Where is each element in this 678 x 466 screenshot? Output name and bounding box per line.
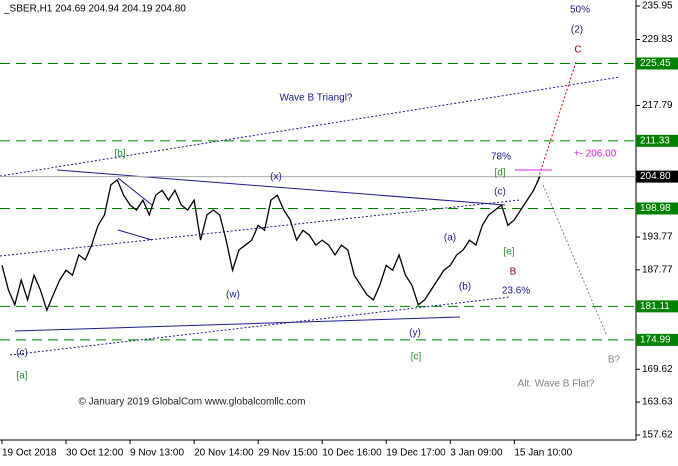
- annotation: C: [574, 45, 581, 56]
- y-tick-label: 229.83: [642, 34, 673, 45]
- x-tick-label: 30 Oct 12:00: [66, 448, 124, 459]
- annotation: Alt. Wave B Flat?: [518, 379, 595, 390]
- x-tick-label: 15 Jan 10:00: [514, 448, 572, 459]
- x-tick-label: 29 Nov 15:00: [258, 448, 318, 459]
- annotation: 50%: [570, 5, 590, 16]
- annotation: [b]: [114, 149, 125, 160]
- channel-line: [0, 199, 521, 257]
- annotation: +- 206.00: [574, 149, 617, 160]
- annotation: (c): [494, 187, 506, 198]
- level-label: 181.11: [640, 301, 670, 312]
- annotation: 23.6%: [502, 286, 530, 297]
- level-label-box: [636, 300, 678, 313]
- annotation: [a]: [16, 371, 27, 382]
- level-label-box: [636, 134, 678, 147]
- annotation: (c): [16, 348, 28, 359]
- annotation: 78%: [491, 152, 511, 163]
- y-tick-label: 157.62: [642, 430, 673, 441]
- y-tick-label: 193.77: [642, 232, 673, 243]
- annotation: (b): [459, 282, 471, 293]
- annotation: (x): [270, 172, 282, 183]
- y-tick-label: 169.62: [642, 364, 673, 375]
- annotation: B: [510, 267, 517, 278]
- annotation: [c]: [411, 352, 422, 363]
- annotation: [d]: [494, 168, 505, 179]
- projection-line: [542, 184, 608, 337]
- annotation: B?: [608, 355, 621, 366]
- x-tick-label: 19 Oct 2018: [2, 448, 57, 459]
- level-label-box: [636, 202, 678, 215]
- trend-line: [56, 169, 506, 206]
- level-label: 211.33: [640, 135, 670, 146]
- y-tick-label: 235.95: [642, 1, 673, 12]
- projection-line: [536, 61, 577, 183]
- trend-line: [14, 316, 461, 332]
- annotation: (2): [571, 25, 583, 36]
- annotation: Wave B Triangl?: [280, 93, 353, 104]
- level-label-box: [636, 57, 678, 70]
- annotation: [e]: [503, 247, 514, 258]
- annotation: © January 2019 GlobalCom www.globalcomll…: [79, 397, 306, 408]
- level-label: 198.98: [640, 203, 671, 214]
- trend-lines: [0, 61, 621, 356]
- trend-line: [117, 229, 153, 241]
- annotation: (a): [444, 233, 456, 244]
- x-tick-label: 9 Nov 13:00: [130, 448, 184, 459]
- level-label-box: [636, 170, 678, 183]
- level-label: 204.80: [640, 171, 671, 182]
- level-label: 174.99: [640, 335, 671, 346]
- annotation: (y): [409, 328, 421, 339]
- y-tick-label: 163.63: [642, 397, 673, 408]
- y-tick-label: 217.79: [642, 100, 673, 111]
- level-label-box: [636, 333, 678, 346]
- price-line: [1, 176, 541, 313]
- annotation: (w): [226, 290, 240, 301]
- x-tick-label: 10 Dec 16:00: [322, 448, 382, 459]
- y-tick-label: 187.77: [642, 265, 673, 276]
- trend-line: [117, 177, 153, 206]
- level-label: 225.45: [640, 58, 671, 69]
- x-tick-label: 3 Jan 09:00: [450, 448, 503, 459]
- channel-line: [0, 76, 621, 177]
- x-tick-label: 20 Nov 14:00: [194, 448, 254, 459]
- x-tick-label: 19 Dec 17:00: [386, 448, 446, 459]
- chart-header: _SBER,H1 204.69 204.94 204.19 204.80: [3, 4, 186, 15]
